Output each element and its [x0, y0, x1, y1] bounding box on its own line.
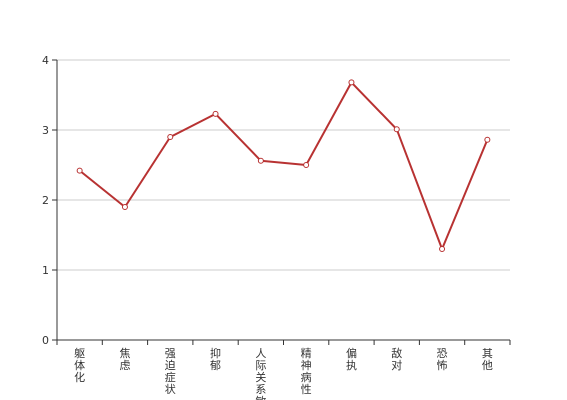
data-point[interactable]	[484, 136, 491, 143]
x-category-label: 躯体化	[74, 347, 85, 384]
x-category-label: 精神病性	[301, 347, 312, 396]
data-point[interactable]	[439, 246, 446, 252]
x-category-label: 焦虑	[119, 347, 130, 372]
y-tick-label: 4	[42, 54, 49, 67]
data-point[interactable]	[393, 126, 400, 133]
x-category-label: 恐怖	[437, 347, 448, 372]
data-point[interactable]	[121, 204, 128, 210]
grid-lines	[57, 59, 510, 271]
x-category-label: 强迫症状	[165, 347, 176, 396]
y-tick-label: 2	[42, 194, 49, 207]
x-category-label: 其他	[482, 347, 493, 372]
data-point[interactable]	[348, 79, 355, 86]
data-point[interactable]	[303, 162, 310, 168]
x-category-label: 敌对	[391, 346, 402, 372]
axes	[52, 59, 511, 345]
data-point[interactable]	[167, 134, 174, 140]
y-tick-label: 1	[42, 264, 49, 277]
data-point[interactable]	[76, 167, 83, 174]
y-tick-label: 3	[42, 124, 49, 137]
y-axis-tick-labels: 0 1 2 3 4	[42, 54, 49, 347]
x-category-label: 抑郁	[210, 346, 221, 372]
x-category-label: 偏执	[346, 346, 357, 372]
data-point[interactable]	[212, 110, 219, 117]
series-line	[79, 81, 489, 250]
y-tick-label: 0	[42, 334, 49, 347]
x-axis-category-labels: 躯体化 焦虑 强迫症状 抑郁 人际关系敏感 精神病性 偏执 敌对 恐怖 其他	[74, 346, 493, 400]
x-category-label: 人际关系敏感	[255, 347, 266, 400]
data-point[interactable]	[257, 157, 264, 164]
series	[76, 79, 491, 252]
